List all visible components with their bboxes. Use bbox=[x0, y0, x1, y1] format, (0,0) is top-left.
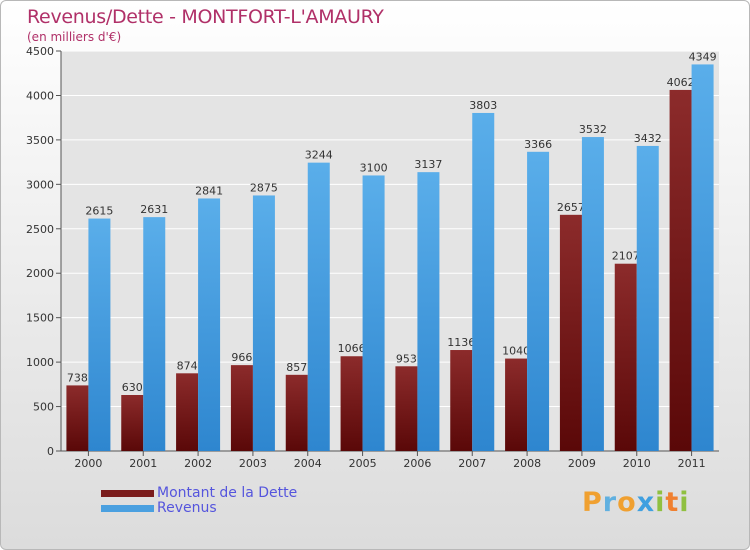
y-tick-label: 500 bbox=[33, 401, 54, 414]
data-label-dette: 1040 bbox=[502, 345, 530, 358]
y-tick-label: 2500 bbox=[26, 223, 54, 236]
bar-revenus bbox=[691, 64, 714, 451]
x-tick-label: 2000 bbox=[74, 457, 102, 470]
bar-revenus bbox=[417, 172, 440, 451]
logo-letter: P bbox=[582, 487, 603, 518]
data-label-dette: 953 bbox=[396, 352, 417, 365]
data-label-revenus: 2875 bbox=[250, 181, 278, 194]
data-label-dette: 1066 bbox=[338, 342, 366, 355]
bar-revenus bbox=[143, 217, 166, 451]
logo-letter: x bbox=[636, 487, 656, 518]
legend-swatch-revenus bbox=[101, 505, 154, 512]
y-tick-label: 4500 bbox=[26, 45, 54, 58]
data-label-dette: 1136 bbox=[447, 336, 475, 349]
data-label-revenus: 3432 bbox=[634, 132, 662, 145]
bar-revenus bbox=[527, 151, 550, 452]
x-tick-label: 2011 bbox=[678, 457, 706, 470]
plot-background bbox=[61, 51, 719, 451]
y-tick-label: 1500 bbox=[26, 312, 54, 325]
bar-revenus bbox=[362, 175, 385, 451]
bar-dette bbox=[450, 350, 473, 451]
y-tick-label: 3500 bbox=[26, 134, 54, 147]
data-label-revenus: 3100 bbox=[360, 161, 388, 174]
x-tick-label: 2010 bbox=[623, 457, 651, 470]
data-label-revenus: 2631 bbox=[140, 203, 168, 216]
data-label-revenus: 2841 bbox=[195, 184, 223, 197]
bar-revenus bbox=[307, 162, 330, 451]
bar-dette bbox=[505, 358, 528, 451]
y-tick-label: 1000 bbox=[26, 356, 54, 369]
legend-label-dette: Montant de la Dette bbox=[157, 485, 298, 501]
y-tick-label: 0 bbox=[47, 445, 54, 458]
data-label-revenus: 3532 bbox=[579, 123, 607, 136]
data-label-dette: 630 bbox=[122, 381, 143, 394]
bar-dette bbox=[230, 365, 253, 451]
data-label-revenus: 3803 bbox=[469, 99, 497, 112]
data-label-dette: 4062 bbox=[667, 76, 695, 89]
bar-dette bbox=[340, 356, 363, 451]
bar-revenus bbox=[198, 198, 221, 451]
bar-dette bbox=[66, 385, 89, 451]
bar-revenus bbox=[581, 137, 604, 452]
y-tick-label: 4000 bbox=[26, 89, 54, 102]
x-tick-label: 2002 bbox=[184, 457, 212, 470]
bar-revenus bbox=[252, 195, 275, 451]
y-tick-label: 3000 bbox=[26, 178, 54, 191]
data-label-dette: 966 bbox=[231, 351, 252, 364]
logo-letter: t bbox=[665, 487, 680, 518]
x-tick-label: 2009 bbox=[568, 457, 596, 470]
data-label-revenus: 2615 bbox=[85, 205, 113, 218]
data-label-dette: 874 bbox=[177, 359, 198, 372]
bar-dette bbox=[395, 366, 418, 451]
bar-dette bbox=[614, 263, 637, 451]
data-label-dette: 857 bbox=[286, 361, 307, 374]
logo-letter: r bbox=[602, 487, 618, 518]
chart-subtitle: (en milliers d'€) bbox=[27, 30, 122, 44]
x-tick-label: 2003 bbox=[239, 457, 267, 470]
data-label-dette: 2657 bbox=[557, 201, 585, 214]
x-tick-label: 2004 bbox=[294, 457, 322, 470]
bar-dette bbox=[176, 373, 199, 451]
logo-letter: i bbox=[655, 487, 666, 518]
x-tick-label: 2005 bbox=[349, 457, 377, 470]
data-label-dette: 2107 bbox=[612, 250, 640, 263]
data-label-revenus: 3137 bbox=[414, 158, 442, 171]
x-tick-label: 2007 bbox=[458, 457, 486, 470]
legend-swatch-dette bbox=[101, 490, 154, 497]
logo-letter: o bbox=[617, 487, 637, 518]
x-tick-label: 2008 bbox=[513, 457, 541, 470]
y-tick-label: 2000 bbox=[26, 267, 54, 280]
legend-label-revenus: Revenus bbox=[157, 500, 217, 516]
bar-revenus bbox=[472, 112, 495, 451]
bar-dette bbox=[121, 395, 144, 451]
data-label-revenus: 4349 bbox=[689, 50, 717, 63]
logo-letter: i bbox=[679, 487, 690, 518]
data-label-revenus: 3366 bbox=[524, 138, 552, 151]
data-label-dette: 738 bbox=[67, 371, 88, 384]
bar-revenus bbox=[88, 218, 111, 451]
bar-revenus bbox=[636, 145, 659, 451]
bar-dette bbox=[285, 374, 308, 451]
data-label-revenus: 3244 bbox=[305, 149, 333, 162]
chart-title: Revenus/Dette - MONTFORT-L'AMAURY bbox=[27, 6, 384, 28]
bar-dette bbox=[559, 214, 582, 451]
proxiti-logo: Proxiti bbox=[582, 487, 690, 518]
bar-dette bbox=[669, 89, 692, 451]
x-tick-label: 2006 bbox=[403, 457, 431, 470]
x-tick-label: 2001 bbox=[129, 457, 157, 470]
